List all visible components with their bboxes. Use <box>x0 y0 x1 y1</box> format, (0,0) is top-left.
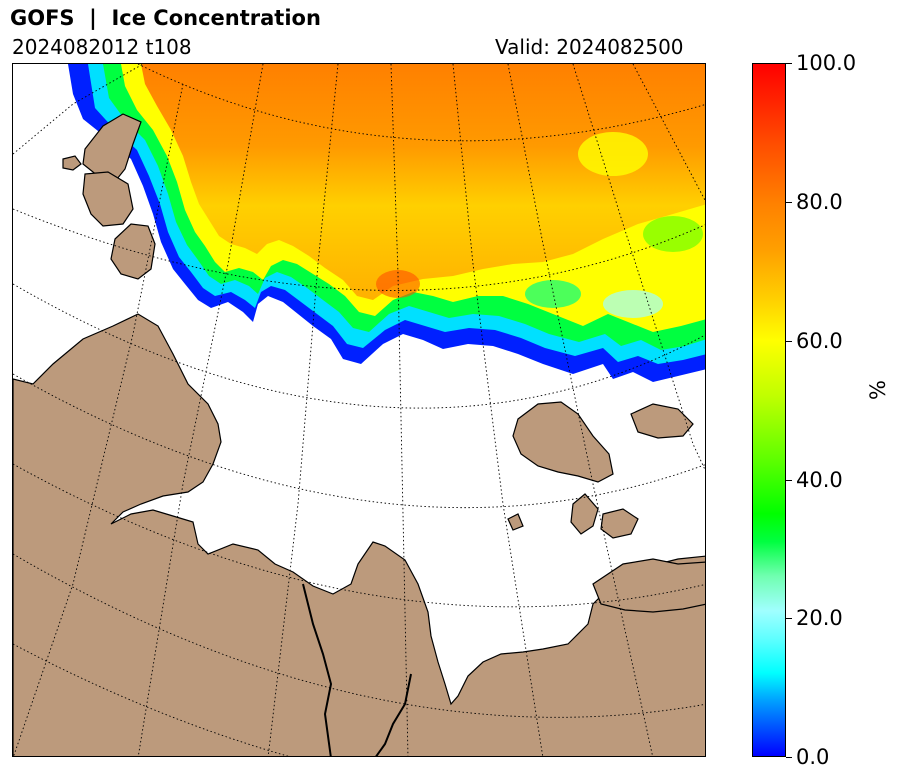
colorbar-tick <box>786 480 792 481</box>
graticule <box>13 64 705 756</box>
map-svg <box>13 64 705 756</box>
land-mainland <box>13 313 705 756</box>
valid-time-label: Valid: 2024082500 <box>495 35 684 59</box>
land-islet-nw <box>62 155 82 171</box>
colorbar-tick-label: 40.0 <box>796 468 843 492</box>
colorbar-tick-label: 0.0 <box>796 745 830 769</box>
colorbar-tick-label: 100.0 <box>796 51 857 75</box>
land-island-east-4 <box>600 508 639 539</box>
plot-title: GOFS | Ice Concentration <box>10 6 321 30</box>
landmasses <box>13 113 705 756</box>
land-island-east-2 <box>630 403 694 439</box>
land-island-nw-1 <box>82 113 142 185</box>
land-island-east-1 <box>512 401 614 483</box>
run-time-label: 2024082012 t108 <box>12 35 192 59</box>
land-island-east-3 <box>570 493 599 535</box>
rivers <box>302 583 412 756</box>
land-island-nw-2 <box>82 171 134 227</box>
colorbar-tick <box>786 618 792 619</box>
land-peninsula-east <box>592 558 705 613</box>
land-islet-east <box>507 513 524 531</box>
colorbar-tick <box>786 202 792 203</box>
colorbar-tick-label: 20.0 <box>796 606 843 630</box>
colorbar-tick <box>786 341 792 342</box>
land-island-nw-3 <box>110 223 156 280</box>
colorbar-tick <box>786 757 792 758</box>
colorbar-tick <box>786 63 792 64</box>
sea-ice-field <box>68 64 705 382</box>
colorbar-tick-label: 80.0 <box>796 190 843 214</box>
colorbar <box>752 63 786 757</box>
colorbar-tick-label: 60.0 <box>796 329 843 353</box>
ice-pack-core <box>141 64 705 300</box>
map-panel <box>12 63 706 757</box>
colorbar-unit-label: % <box>866 380 890 400</box>
